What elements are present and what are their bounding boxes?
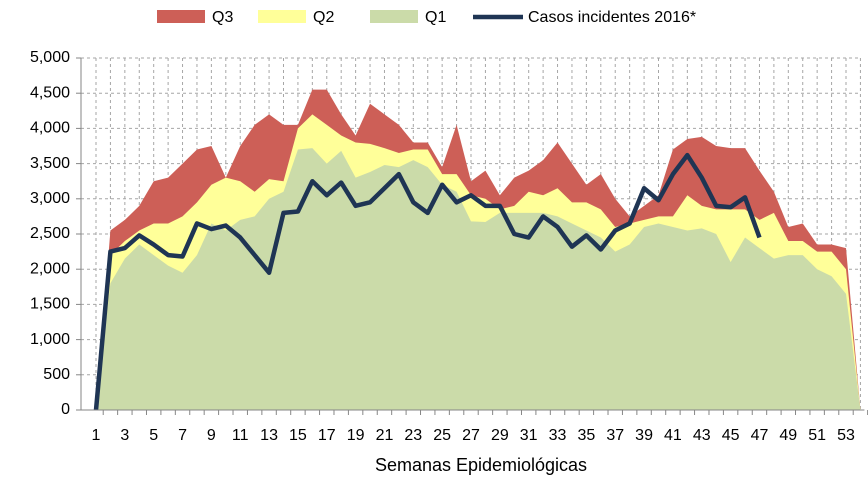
x-tick-label: 5	[149, 427, 158, 444]
legend-label: Q1	[425, 9, 446, 26]
y-tick-label: 500	[43, 366, 70, 383]
x-tick-label: 1	[92, 427, 101, 444]
y-tick-label: 1,500	[30, 296, 70, 313]
x-tick-label: 29	[491, 427, 509, 444]
x-tick-label: 41	[664, 427, 682, 444]
x-tick-label: 17	[318, 427, 336, 444]
x-tick-label: 53	[837, 427, 855, 444]
line	[93, 152, 762, 411]
x-tick-label: 15	[289, 427, 307, 444]
y-tick-label: 3,000	[30, 190, 70, 207]
x-tick-label: 9	[207, 427, 216, 444]
x-tick-label: 31	[520, 427, 538, 444]
legend-label: Casos incidentes 2016*	[528, 9, 696, 26]
x-tick-label: 43	[693, 427, 711, 444]
x-tick-label: 21	[376, 427, 394, 444]
x-tick-label: 19	[347, 427, 365, 444]
x-tick-label: 25	[433, 427, 451, 444]
x-tick-label: 49	[779, 427, 797, 444]
y-tick-label: 5,000	[30, 49, 70, 66]
x-tick-label: 11	[232, 427, 249, 444]
y-tick-label: 2,000	[30, 260, 70, 277]
y-tick-label: 1,000	[30, 331, 70, 348]
x-tick-label: 47	[751, 427, 769, 444]
x-tick-label: 7	[178, 427, 187, 444]
x-tick-label: 3	[120, 427, 129, 444]
y-tick-label: 0	[61, 401, 70, 418]
x-tick-label: 27	[462, 427, 480, 444]
y-tick-label: 2,500	[30, 225, 70, 242]
x-axis-title: Semanas Epidemiológicas	[375, 455, 587, 475]
x-tick-label: 45	[722, 427, 740, 444]
legend-label: Q3	[212, 9, 233, 26]
legend-label: Q2	[313, 9, 334, 26]
x-tick-label: 35	[577, 427, 595, 444]
legend-swatch	[157, 10, 205, 23]
y-tick-label: 4,000	[30, 120, 70, 137]
x-tick-label: 23	[404, 427, 422, 444]
x-tick-label: 33	[549, 427, 567, 444]
x-tick-label: 51	[808, 427, 826, 444]
y-tick-label: 4,500	[30, 84, 70, 101]
x-tick-label: 39	[635, 427, 653, 444]
legend-swatch	[370, 10, 418, 23]
x-tick-label: 13	[260, 427, 278, 444]
y-tick-label: 3,500	[30, 155, 70, 172]
x-tick-label: 37	[606, 427, 624, 444]
legend-swatch	[258, 10, 306, 23]
